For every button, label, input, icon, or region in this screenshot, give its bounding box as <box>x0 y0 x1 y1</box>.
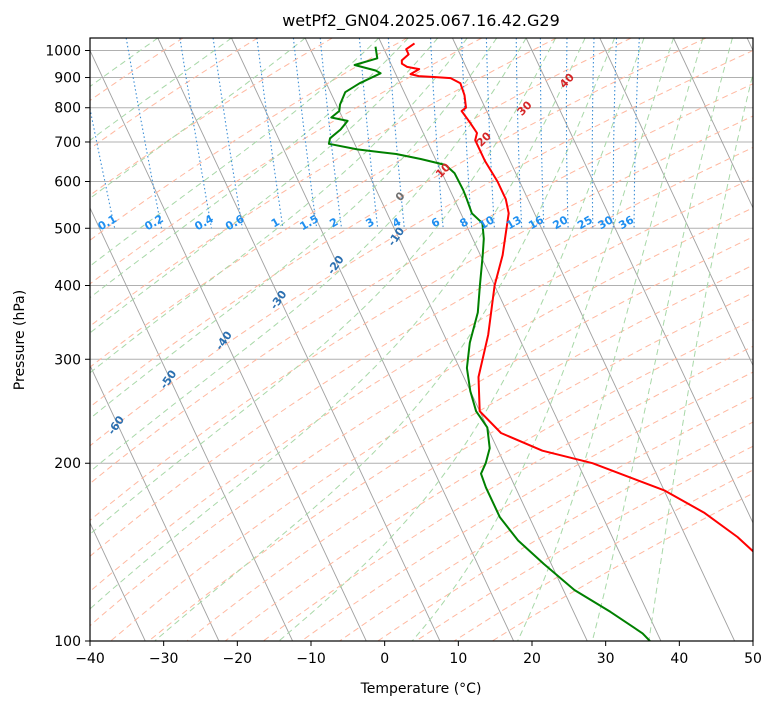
y-tick-label: 500 <box>54 221 81 237</box>
mixing-ratio-line <box>179 38 213 229</box>
isotherm-line <box>231 38 514 641</box>
y-tick-label: 900 <box>54 71 81 87</box>
isotherm-line <box>157 38 441 641</box>
dry-adiabat-line <box>90 38 557 327</box>
x-axis-title: Temperature (°C) <box>360 681 482 697</box>
x-tick-label: −10 <box>296 651 326 667</box>
x-tick-label: 40 <box>670 651 688 667</box>
isotherm-line <box>673 38 753 210</box>
y-tick-label: 600 <box>54 175 81 191</box>
mixing-ratio-line <box>256 38 284 229</box>
x-tick-label: 10 <box>449 651 467 667</box>
plot-frame <box>89 37 754 642</box>
x-axis: −40 −30 −20 −10 0 10 20 30 40 50 <box>75 641 762 667</box>
isotherm-line <box>525 38 753 524</box>
mixing-ratio-line <box>212 38 243 229</box>
dry-adiabat-line <box>339 396 753 641</box>
y-tick-label: 300 <box>54 352 81 368</box>
moist-adiabat-line <box>90 38 159 88</box>
moist-adiabat-line <box>648 71 753 641</box>
profile-line <box>327 46 651 641</box>
dry-adiabat-line <box>90 38 483 285</box>
dry-adiabat-line <box>90 207 753 627</box>
x-tick-label: 30 <box>597 651 615 667</box>
dry-adiabat-line <box>90 38 184 102</box>
profiles <box>327 42 753 641</box>
x-tick-label: −30 <box>149 651 179 667</box>
dry-adiabat-line <box>90 38 632 368</box>
moist-adiabat-line <box>90 38 468 374</box>
x-tick-label: −20 <box>223 651 253 667</box>
dry-adiabat-line <box>224 319 753 641</box>
moist-adiabat-line <box>411 38 674 641</box>
y-axis: 1000 900 800 700 600 500 400 300 200 100 <box>45 44 90 650</box>
moist-adiabat-line <box>517 38 704 641</box>
x-tick-label: 50 <box>744 651 762 667</box>
isotherm-line <box>90 49 367 641</box>
y-tick-label: 1000 <box>45 44 81 60</box>
moist-adiabat-line <box>90 38 586 610</box>
dry-adiabat-line <box>90 146 753 557</box>
y-axis-title: Pressure (hPa) <box>12 290 28 390</box>
isotherm-line <box>90 206 293 641</box>
moist-adiabat-line <box>90 38 232 141</box>
moist-adiabat-line <box>591 38 733 641</box>
y-tick-label: 200 <box>54 456 81 472</box>
isotherm-line <box>599 38 753 367</box>
moist-adiabat-line <box>278 38 645 641</box>
dry-adiabat-line <box>90 49 753 447</box>
dry-adiabat-line <box>90 38 333 196</box>
dry-adiabat-line <box>90 38 707 408</box>
isotherm-line <box>90 521 146 641</box>
moist-adiabat-line <box>154 38 615 641</box>
dry-adiabat-line <box>301 371 753 641</box>
dry-adiabat-line <box>186 292 753 641</box>
moist-adiabat-line <box>90 38 380 267</box>
y-tick-label: 100 <box>54 634 81 650</box>
profile-line <box>400 42 753 553</box>
dry-adiabat-line <box>90 177 753 592</box>
y-tick-label: 700 <box>54 135 81 151</box>
isotherm-line <box>90 364 220 641</box>
chart-title: wetPf2_GN04.2025.067.16.42.G29 <box>282 11 560 31</box>
x-tick-label: 20 <box>523 651 541 667</box>
x-tick-label: 0 <box>380 651 389 667</box>
x-tick-label: −40 <box>75 651 105 667</box>
y-tick-label: 800 <box>54 101 81 117</box>
background-lines <box>90 38 753 641</box>
moist-adiabat-line <box>90 38 439 334</box>
moist-adiabat-line <box>90 38 498 420</box>
y-tick-label: 400 <box>54 278 81 294</box>
moist-adiabat-line <box>90 38 527 473</box>
isotherm-line <box>378 38 662 641</box>
mixing-ratio-line <box>292 38 318 229</box>
